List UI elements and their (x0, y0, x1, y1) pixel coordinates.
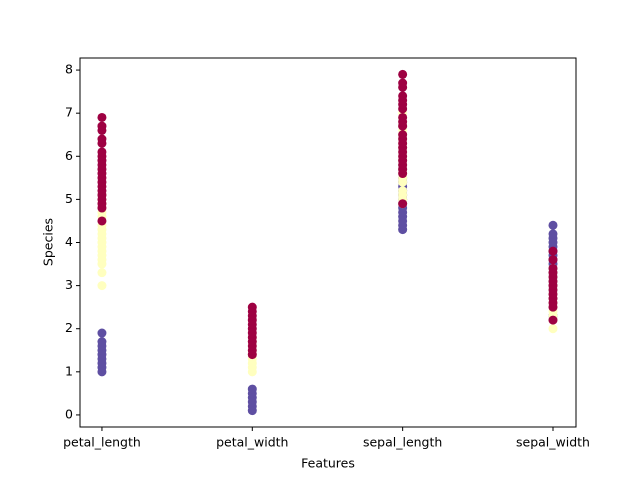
y-tick-label: 4 (65, 234, 73, 249)
y-tick-label: 0 (65, 406, 73, 421)
y-tick-label: 2 (65, 320, 73, 335)
point (97, 134, 107, 144)
point (398, 199, 408, 209)
point (548, 229, 558, 239)
y-tick-label: 3 (65, 277, 73, 292)
point (398, 78, 408, 88)
y-tick-label: 8 (65, 62, 73, 77)
point (398, 91, 408, 101)
point (398, 112, 408, 122)
point (548, 255, 558, 265)
point (548, 315, 558, 325)
point (97, 216, 107, 226)
y-tick-label: 6 (65, 148, 73, 163)
y-tick-label: 5 (65, 191, 73, 206)
point (97, 112, 107, 122)
point (247, 384, 257, 394)
point (97, 328, 107, 338)
y-axis-label: Species (41, 218, 56, 266)
x-tick-label: sepal_width (516, 435, 590, 450)
point (398, 186, 408, 196)
x-axis-label: Features (301, 456, 355, 471)
point (548, 324, 558, 334)
y-tick-label: 7 (65, 105, 73, 120)
point (398, 130, 408, 140)
point (97, 337, 107, 347)
point (97, 281, 107, 291)
point (97, 268, 107, 278)
point (548, 263, 558, 273)
point (97, 121, 107, 131)
point (548, 246, 558, 256)
x-tick-label: petal_width (216, 435, 288, 450)
point (548, 220, 558, 230)
plot-frame (79, 57, 577, 428)
y-tick-label: 1 (65, 363, 73, 378)
point (398, 69, 408, 79)
x-tick-label: petal_length (63, 435, 141, 450)
point (97, 147, 107, 157)
point (247, 302, 257, 312)
x-tick-label: sepal_length (363, 435, 442, 450)
